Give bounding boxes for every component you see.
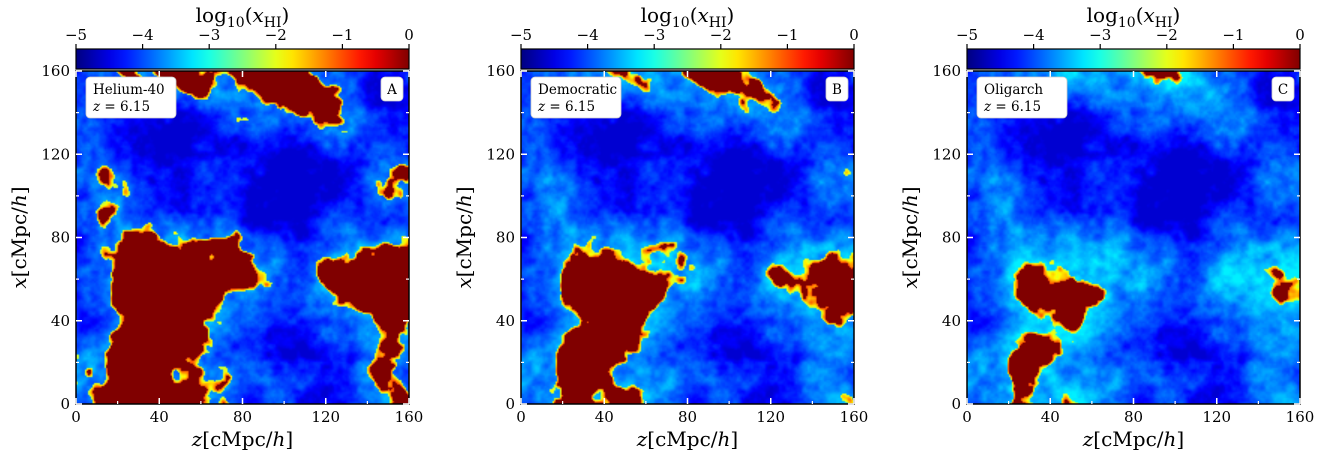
colorbar-tick-label: −4 <box>577 26 599 44</box>
x-tick-label: 0 <box>516 408 526 426</box>
y-tick-label: 0 <box>505 395 515 413</box>
x-tick-label: 160 <box>1286 408 1315 426</box>
x-tick-label: 40 <box>595 408 614 426</box>
y-tick-label: 160 <box>932 62 961 80</box>
colorbar-tick-label: −1 <box>1222 26 1244 44</box>
x-tick-label: 120 <box>1202 408 1231 426</box>
colorbar-tick-label: −2 <box>1156 26 1178 44</box>
heatmap-image <box>76 71 409 404</box>
x-tick-label: 160 <box>840 408 869 426</box>
colorbar-tick-label: −4 <box>132 26 154 44</box>
x-axis-label: z[cMpc/h] <box>636 427 738 451</box>
panel-a: −5 −4 −3 −2 −1 0 log10(xHI) 0 40 80 120 160 0 40 80 120… <box>7 3 423 451</box>
heatmap-image <box>521 71 854 404</box>
x-tick-label: 80 <box>1124 408 1143 426</box>
colorbar <box>75 48 410 70</box>
colorbar-tick-label: −2 <box>710 26 732 44</box>
info-box <box>976 76 1068 119</box>
info-box <box>530 76 622 119</box>
y-axis-label: x[cMpc/h] <box>898 186 922 288</box>
x-tick-label: 40 <box>1041 408 1060 426</box>
y-tick-label: 80 <box>942 229 961 247</box>
y-axis-label: x[cMpc/h] <box>452 186 476 288</box>
x-tick-label: 160 <box>395 408 424 426</box>
x-tick-label: 0 <box>71 408 81 426</box>
redshift-label: z = 6.15 <box>92 99 150 115</box>
colorbar-tick-label: −3 <box>198 26 220 44</box>
model-label: Helium-40 <box>93 82 165 98</box>
panel-letter: B <box>832 82 842 98</box>
colorbar-tick-label: −5 <box>510 26 532 44</box>
colorbar-tick-label: −1 <box>331 26 353 44</box>
colorbar-tick-label: −5 <box>65 26 87 44</box>
panel-letter-box <box>825 76 849 102</box>
colorbar <box>966 48 1301 70</box>
x-tick-label: 120 <box>756 408 785 426</box>
y-tick-label: 40 <box>51 312 70 330</box>
redshift-label: z = 6.15 <box>537 99 595 115</box>
y-tick-label: 0 <box>951 395 961 413</box>
x-tick-label: 40 <box>150 408 169 426</box>
colorbar-tick-label: −3 <box>643 26 665 44</box>
colorbar-tick-label: −3 <box>1089 26 1111 44</box>
panel-c: −5 −4 −3 −2 −1 0 log10(xHI) 0 40 80 120 160 0 40 80 120… <box>898 3 1314 451</box>
colorbar-tick-label: 0 <box>1295 26 1305 44</box>
colorbar-tick-label: 0 <box>849 26 859 44</box>
y-tick-label: 40 <box>496 312 515 330</box>
y-tick-label: 40 <box>942 312 961 330</box>
model-label: Democratic <box>538 82 617 98</box>
redshift-label: z = 6.15 <box>983 99 1041 115</box>
info-box <box>85 76 177 119</box>
colorbar-label: log10(xHI) <box>1087 3 1181 31</box>
colorbar-tick-label: −4 <box>1023 26 1045 44</box>
y-tick-label: 80 <box>496 229 515 247</box>
colorbar-tick-label: −5 <box>956 26 978 44</box>
y-tick-label: 80 <box>51 229 70 247</box>
y-axis-label: x[cMpc/h] <box>7 186 31 288</box>
colorbar-tick-label: −2 <box>265 26 287 44</box>
panel-letter: C <box>1278 82 1288 98</box>
x-tick-label: 120 <box>311 408 340 426</box>
panel-letter: A <box>386 82 397 98</box>
colorbar-tick-label: 0 <box>404 26 414 44</box>
y-tick-label: 160 <box>41 62 70 80</box>
y-tick-label: 120 <box>932 145 961 163</box>
panel-letter-box <box>380 76 404 102</box>
model-label: Oligarch <box>984 82 1043 98</box>
colorbar-tick-label: −1 <box>776 26 798 44</box>
y-tick-label: 160 <box>486 62 515 80</box>
x-axis-label: z[cMpc/h] <box>1082 427 1184 451</box>
colorbar <box>520 48 855 70</box>
y-tick-label: 120 <box>486 145 515 163</box>
y-tick-label: 0 <box>60 395 70 413</box>
panel-letter-box <box>1271 76 1295 102</box>
x-tick-label: 80 <box>678 408 697 426</box>
x-tick-label: 0 <box>962 408 972 426</box>
colorbar-label: log10(xHI) <box>641 3 735 31</box>
colorbar-label: log10(xHI) <box>196 3 290 31</box>
heatmap-image <box>967 71 1300 404</box>
x-axis-label: z[cMpc/h] <box>191 427 293 451</box>
x-tick-label: 80 <box>233 408 252 426</box>
y-tick-label: 120 <box>41 145 70 163</box>
panel-b: −5 −4 −3 −2 −1 0 log10(xHI) 0 40 80 120 160 0 40 80 120… <box>452 3 868 451</box>
